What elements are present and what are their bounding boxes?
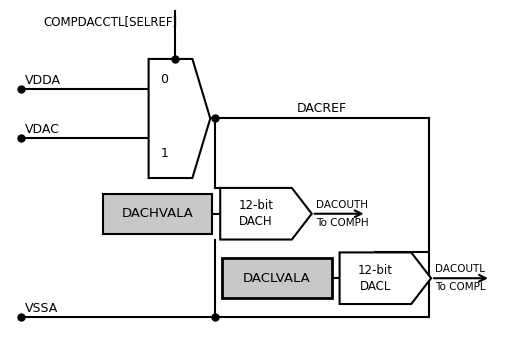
Text: 1: 1 — [161, 147, 169, 160]
Text: DACOUTL: DACOUTL — [435, 264, 485, 274]
Text: DACREF: DACREF — [297, 102, 347, 115]
Text: VSSA: VSSA — [25, 302, 58, 315]
Polygon shape — [339, 252, 431, 304]
Text: To COMPL: To COMPL — [435, 282, 486, 292]
Bar — [222, 258, 331, 298]
Text: VDDA: VDDA — [25, 74, 61, 87]
Text: 12-bit: 12-bit — [358, 264, 393, 277]
Text: COMPDACCTL[SELREF]: COMPDACCTL[SELREF] — [43, 15, 177, 28]
Polygon shape — [149, 59, 210, 178]
Text: 12-bit: 12-bit — [239, 199, 274, 212]
Text: DACOUTH: DACOUTH — [316, 200, 368, 210]
Bar — [103, 194, 212, 233]
Text: DACHVALA: DACHVALA — [122, 207, 193, 220]
Text: To COMPH: To COMPH — [316, 218, 368, 228]
Polygon shape — [220, 188, 312, 240]
Text: DACL: DACL — [360, 280, 391, 292]
Text: DACH: DACH — [239, 215, 273, 228]
Text: 0: 0 — [161, 73, 169, 86]
Text: VDAC: VDAC — [25, 124, 60, 136]
Text: DACLVALA: DACLVALA — [243, 272, 311, 285]
